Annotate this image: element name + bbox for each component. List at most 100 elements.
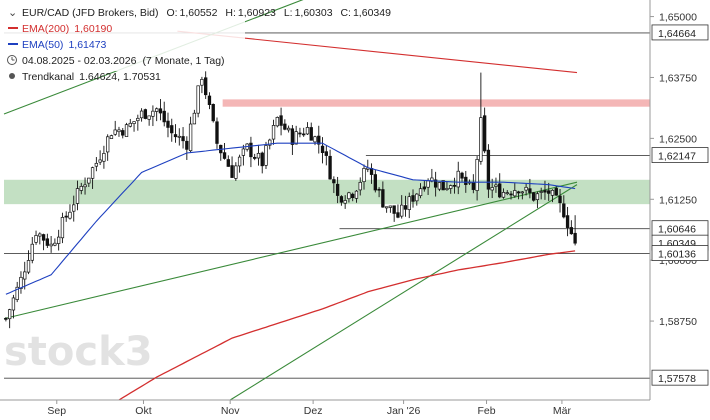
high-value: 1,60923 bbox=[238, 7, 276, 19]
candle-up bbox=[49, 243, 53, 247]
candle-up bbox=[449, 185, 453, 189]
candle-down bbox=[143, 109, 148, 119]
candle-down bbox=[516, 191, 521, 194]
trendline bbox=[3, 0, 304, 115]
candle-up bbox=[407, 196, 411, 210]
candle-down bbox=[486, 149, 491, 190]
candle-down bbox=[464, 176, 468, 185]
candle-down bbox=[158, 108, 163, 114]
ema50-line bbox=[5, 142, 576, 295]
candle-up bbox=[196, 85, 200, 114]
candle-down bbox=[460, 172, 464, 179]
candle-down bbox=[211, 104, 215, 122]
y-tick-label: 1,63750 bbox=[659, 72, 697, 84]
svg-text:EMA(200)1,60190: EMA(200) 1,60190 bbox=[22, 23, 112, 35]
svg-text:EMA(50)1,61473: EMA(50) 1,61473 bbox=[22, 39, 107, 51]
legend-ema50[interactable]: EMA(50) 1,61473 bbox=[8, 39, 107, 51]
instrument-title: EUR/CAD (JFD Brokers, Bid) bbox=[22, 7, 159, 19]
candle-down bbox=[204, 77, 208, 96]
candle-down bbox=[230, 165, 234, 178]
candle-up bbox=[26, 260, 31, 273]
level-label-box bbox=[651, 24, 709, 41]
candle-up bbox=[139, 110, 144, 119]
candle-up bbox=[94, 162, 99, 167]
level-label-box bbox=[651, 245, 709, 261]
candle-down bbox=[302, 133, 306, 136]
candle-down bbox=[573, 232, 577, 244]
candle-down bbox=[433, 179, 438, 188]
y-tick-label: 1,61250 bbox=[659, 194, 697, 206]
candle-up bbox=[520, 191, 525, 194]
level-label: 1,62147 bbox=[658, 151, 696, 163]
period-range: 04.08.2025 - 02.03.2026 bbox=[22, 55, 137, 67]
candle-down bbox=[249, 142, 253, 158]
close-label: C: bbox=[340, 7, 351, 19]
candle-up bbox=[132, 121, 136, 124]
candle-down bbox=[283, 123, 287, 130]
candle-down bbox=[226, 159, 230, 167]
level-label-box bbox=[651, 147, 709, 163]
candle-up bbox=[400, 204, 404, 217]
candle-down bbox=[181, 136, 185, 142]
ema200-name: EMA(200) bbox=[22, 23, 69, 35]
candle-up bbox=[479, 117, 483, 162]
horizontal-levels bbox=[4, 32, 650, 379]
candle-down bbox=[351, 193, 355, 199]
candle-up bbox=[102, 153, 106, 162]
chevron-down-icon[interactable]: ⌄ bbox=[8, 7, 17, 19]
candle-down bbox=[547, 190, 551, 194]
candle-up bbox=[83, 184, 87, 188]
legend-ema200[interactable]: EMA(200) 1,60190 bbox=[8, 23, 112, 35]
candle-up bbox=[68, 211, 72, 219]
candle-up bbox=[15, 286, 19, 300]
candle-down bbox=[498, 183, 502, 198]
candle-up bbox=[151, 110, 155, 117]
candle-up bbox=[343, 200, 347, 204]
y-tick-label: 1,62500 bbox=[659, 133, 697, 145]
candle-down bbox=[4, 318, 8, 320]
x-tick-label: Dez bbox=[304, 405, 323, 417]
candle-up bbox=[109, 135, 114, 139]
candle-down bbox=[396, 212, 400, 218]
candle-down bbox=[528, 188, 532, 193]
candle-up bbox=[271, 125, 276, 140]
candle-up bbox=[513, 190, 517, 197]
candle-up bbox=[362, 168, 366, 183]
candle-down bbox=[320, 145, 325, 154]
candle-up bbox=[200, 78, 204, 86]
level-label: 1,60646 bbox=[658, 224, 696, 236]
candle-up bbox=[136, 117, 140, 122]
candle-up bbox=[264, 145, 268, 166]
svg-text:EUR/CAD (JFD Brokers, Bid): EUR/CAD (JFD Brokers, Bid) O: 1,60552 H: 1… bbox=[22, 7, 391, 19]
candle-down bbox=[279, 115, 283, 126]
candle-down bbox=[185, 140, 189, 150]
legend-trendkanal[interactable]: Trendkanal 1.64624, 1.70531 bbox=[9, 71, 161, 83]
candle-down bbox=[565, 215, 570, 228]
candle-up bbox=[177, 135, 181, 138]
legend: ⌄ EUR/CAD (JFD Brokers, Bid) O: 1,60552 H… bbox=[0, 0, 391, 83]
candle-up bbox=[354, 190, 359, 199]
candle-up bbox=[305, 127, 310, 135]
y-tick-label: 1,58750 bbox=[659, 316, 697, 328]
y-tick-label: 1,65000 bbox=[659, 12, 697, 24]
ema50-name: EMA(50) bbox=[22, 39, 63, 51]
candle-up bbox=[128, 122, 132, 127]
candle-up bbox=[241, 148, 246, 156]
close-value: 1,60349 bbox=[353, 7, 391, 19]
candle-down bbox=[381, 189, 385, 208]
candle-up bbox=[437, 182, 442, 190]
candle-down bbox=[290, 128, 295, 145]
zone-band bbox=[222, 99, 651, 107]
candle-down bbox=[170, 125, 174, 134]
x-axis-ticks: Sep Okt Nov Dez Jan '26 Feb Mär bbox=[47, 400, 571, 417]
ema200-line bbox=[118, 250, 576, 401]
watermark: stock3 bbox=[4, 329, 153, 375]
candle-up bbox=[105, 136, 110, 153]
candle-up bbox=[117, 129, 121, 133]
ema200-swatch bbox=[8, 27, 18, 29]
trendkanal-value: 1.64624, 1.70531 bbox=[79, 71, 161, 83]
candle-up bbox=[313, 136, 317, 143]
candle-down bbox=[562, 203, 566, 218]
candle-up bbox=[388, 205, 393, 208]
